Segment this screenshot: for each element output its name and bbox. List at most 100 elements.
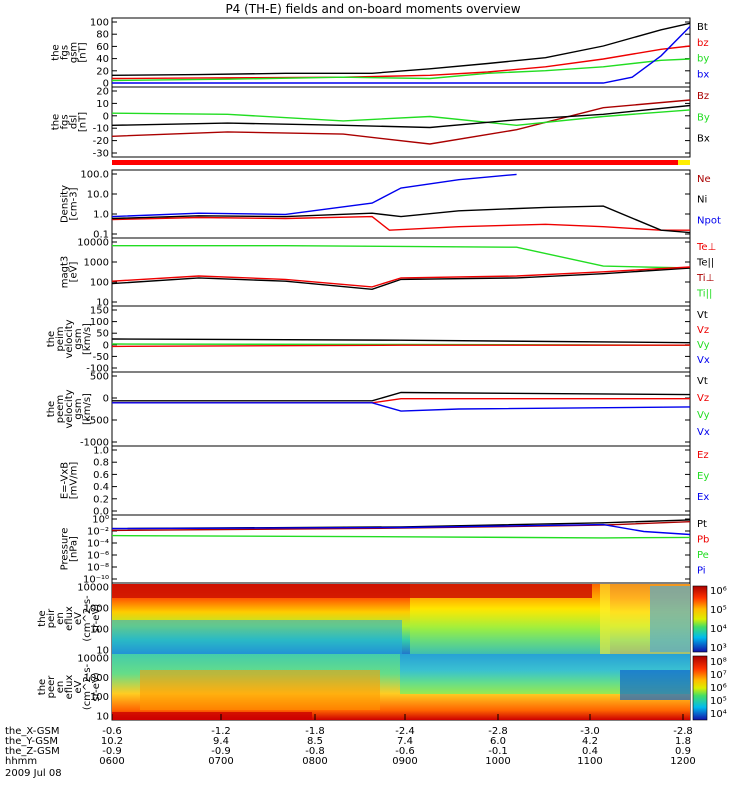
peem_velocity-series-Vx (112, 402, 691, 412)
peer_spec-ylabel-line: eflux (64, 675, 75, 700)
fgs_mag-series-bz (111, 45, 691, 80)
temperature-series-Te|| (111, 267, 691, 291)
peir_spec-ytick-label: 10000 (77, 583, 109, 594)
peem_velocity-legend-2: Vy (697, 410, 710, 421)
x-axis-row-label: the_X-GSM (5, 726, 59, 737)
x-axis-value: -3.0 (580, 726, 600, 737)
peim_velocity-legend-0: Vt (697, 310, 708, 321)
peim_velocity-ylabel-line: gsm (73, 328, 84, 349)
peim_velocity-ytick-label: -100 (86, 364, 109, 375)
efield-legend-0: Ez (697, 450, 709, 461)
density-legend-1: Ni (697, 195, 707, 206)
peir_spec-ytick-label: 100 (90, 625, 109, 636)
x-axis-value: 1200 (670, 756, 695, 767)
x-axis-value: -0.9 (211, 746, 231, 757)
temperature-ylabel-line: [eV] (69, 262, 80, 283)
density-series-Npot (111, 173, 517, 218)
efield-ytick-label: 0.2 (93, 494, 109, 505)
efield-ytick-label: 0.6 (93, 470, 109, 481)
peim_velocity-ytick-label: 0 (103, 340, 109, 351)
x-axis-value: -0.8 (305, 746, 325, 757)
x-axis-value: 0.4 (582, 746, 598, 757)
x-axis-value: 1000 (485, 756, 510, 767)
peem_velocity-ylabel-line: gsm (73, 398, 84, 419)
pressure-ytick-label: 10⁻⁴ (87, 539, 109, 550)
fgs_mag-ylabel-line: [nT] (78, 42, 89, 62)
pressure-legend-0: Pt (697, 519, 707, 530)
peer_spec-ylabel-line: en (55, 681, 66, 694)
date-label: 2009 Jul 08 (5, 768, 62, 779)
x-axis-value: -0.6 (102, 726, 122, 737)
peem_velocity-ylabel-line: [km/s] (82, 393, 93, 425)
peer_spec-ylabel-line: peer (46, 675, 57, 699)
peer_spec-ytick-label: 10000 (77, 654, 109, 665)
fgs_dsl-ytick-label: 20 (96, 87, 109, 98)
fgs_dsl-series-Bx (111, 104, 691, 129)
peim_velocity-ytick-label: 100 (90, 317, 109, 328)
fgs_mag-ytick-label: 40 (96, 54, 109, 65)
x-axis-value: -0.1 (488, 746, 508, 757)
peir_spec-ylabel-line: eflux (64, 606, 75, 631)
pressure-series-Pi (111, 523, 691, 536)
pressure-ytick-label: 10⁻⁸ (87, 563, 109, 574)
peem_velocity-ytick-label: 500 (90, 372, 109, 383)
density-legend-2: Npot (697, 215, 721, 226)
efield-ylabel-line: E=-VxB (60, 462, 71, 499)
peim_velocity-ylabel-line: peim (55, 326, 66, 351)
peem_velocity-ylabel-line: the (46, 401, 57, 417)
density-panel: 100.0 10.0 1.0 0.1 Density[cm-3] Ne Ni Npot (60, 169, 721, 241)
peir_spec-colorbar-tick: 10³ (710, 643, 727, 654)
peer_spec-ytick-label: 100 (90, 692, 109, 703)
fgs_mag-ylabel-line: fgs (60, 45, 71, 60)
x-axis-value: 1.8 (675, 736, 691, 747)
peim_velocity-series-Vt (111, 338, 691, 344)
fgs_dsl-axis-frame (111, 86, 691, 158)
fgs_mag-series-by (111, 58, 691, 82)
fgs_mag-legend-3: bx (697, 69, 709, 80)
fgs_dsl-ytick-label: -10 (93, 124, 109, 135)
peir_spec-colorbar-tick: 10⁶ (710, 586, 727, 597)
peer_spec-ytick-label: 1000 (84, 673, 109, 684)
fgs_dsl-ytick-label: -20 (93, 136, 109, 147)
density-ylabel-line: Density (60, 185, 71, 223)
fgs_dsl-ytick-label: 10 (96, 99, 109, 110)
efield-ylabel-line: [mV/m] (69, 462, 80, 500)
fgs_mag-ytick-label: 100 (90, 18, 109, 29)
fgs_mag-series-Bt (111, 22, 691, 76)
peir-spectrogram-image (112, 584, 690, 654)
density-ytick-label: 1.0 (93, 210, 109, 221)
pressure-ylabel-line: [nPa] (69, 536, 80, 562)
peim_velocity-ytick-label: 50 (96, 329, 109, 340)
temperature-legend-1: Te|| (696, 258, 714, 269)
peir_spec-ytick-label: 10 (96, 646, 109, 657)
fgs_mag-legend-2: by (697, 54, 709, 65)
peir-colorbar (692, 585, 708, 653)
fgs_mag-ylabel-line: the (51, 44, 62, 60)
temperature-legend-2: Ti⊥ (696, 273, 714, 284)
density-series-Ni (111, 205, 691, 234)
peem_velocity-series-Vt (112, 391, 691, 402)
x-axis-value: 10.2 (101, 736, 123, 747)
peer_spec-ylabel-line: sr-eV) (91, 672, 102, 701)
x-axis-table: the_X-GSM -0.6 -1.2 -1.8 -2.4 -2.8 -3.0 -2.8 the… (5, 714, 696, 767)
temperature-legend-0: Te⊥ (696, 242, 716, 253)
fgs_dsl-series-By (111, 109, 691, 127)
peer_spec-colorbar-tick: 10⁸ (710, 657, 727, 668)
fgs_mag-ylabel-line: gsm (69, 42, 80, 63)
fgs_mag-legend-0: Bt (697, 22, 708, 33)
peir_spec-ylabel-line: peir (46, 608, 57, 628)
x-axis-value: 0800 (302, 756, 327, 767)
density-ylabel-line: [cm-3] (69, 187, 80, 220)
fgs_mag-ytick-label: 80 (96, 30, 109, 41)
x-axis-value: 6.0 (490, 736, 506, 747)
temperature-series-Ti|| (112, 245, 691, 269)
pressure-ytick-label: 10⁻² (87, 527, 109, 538)
temperature-ytick-label: 100 (90, 278, 109, 289)
pressure-legend-1: Pb (697, 535, 709, 546)
density-ytick-label: 100.0 (80, 170, 109, 181)
